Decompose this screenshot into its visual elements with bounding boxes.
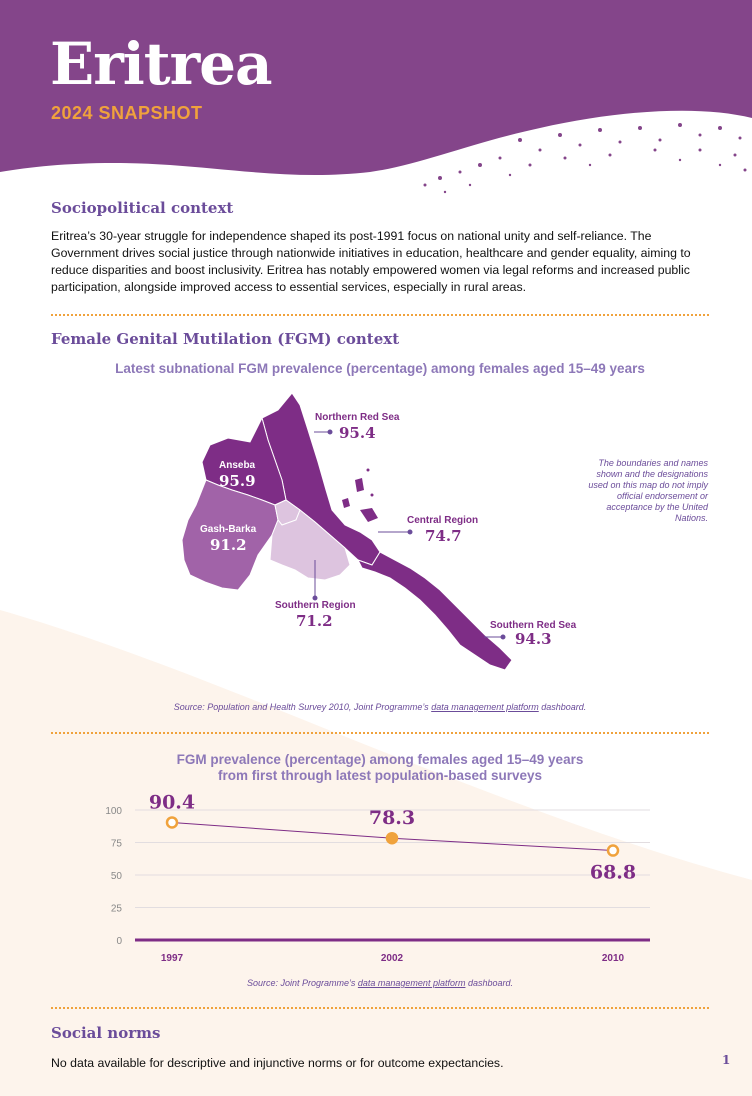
map-source-prefix: Source: Population and Health Survey 201… [173,702,432,712]
y-tick-label: 50 [111,871,123,882]
map-islands [342,468,378,522]
cream-background-wave [0,610,752,1096]
map-region-southern [269,509,351,581]
x-tick-label: 2010 [602,953,625,964]
region-name-central: Central Region [407,515,479,526]
social-norms-text: No data available for descriptive and in… [51,1056,504,1070]
map-disclaimer: The boundaries and names shown and the d… [588,458,708,523]
region-value-central: 74.7 [425,527,462,545]
region-name-northern-red-sea: Northern Red Sea [315,412,400,423]
trend-source-link[interactable]: data management platform [357,978,466,988]
map-source: Source: Population and Health Survey 201… [51,702,709,712]
trend-chart-title-line2: from first through latest population-bas… [217,768,543,783]
map-source-suffix: dashboard. [538,702,587,712]
trend-source: Source: Joint Programme’s data managemen… [51,978,709,988]
social-norms-heading: Social norms [51,1024,161,1042]
trend-source-prefix: Source: Joint Programme’s [247,978,358,988]
region-name-gash-barka: Gash-Barka [200,524,257,535]
x-tick-label: 1997 [161,953,184,964]
page-title: Eritrea [50,30,273,98]
y-tick-label: 25 [111,904,123,915]
trend-chart-title: FGM prevalence (percentage) among female… [51,752,709,784]
data-point [606,844,620,857]
sociopolitical-heading: Sociopolitical context [51,199,234,217]
x-tick-label: 2002 [381,953,404,964]
y-tick-label: 0 [116,936,122,947]
region-value-anseba: 95.9 [219,472,256,490]
page-subtitle: 2024 SNAPSHOT [51,103,203,123]
region-value-gash-barka: 91.2 [210,536,247,554]
page-number: 1 [722,1053,731,1067]
region-name-southern-red-sea: Southern Red Sea [490,620,577,631]
region-value-northern-red-sea: 95.4 [339,424,376,442]
data-label: 78.3 [369,807,415,829]
fgm-context-heading: Female Genital Mutilation (FGM) context [51,330,400,348]
header-banner [0,0,752,175]
region-value-southern-red-sea: 94.3 [515,630,552,648]
header-speckle-texture [423,123,747,194]
map-callouts [312,429,506,640]
section-divider [51,1007,709,1009]
map-title: Latest subnational FGM prevalence (perce… [115,361,645,376]
section-divider [51,732,709,734]
data-label: 90.4 [149,791,195,813]
section-divider [51,314,709,316]
region-name-anseba: Anseba [219,460,256,471]
sociopolitical-text: Eritrea’s 30-year struggle for independe… [51,229,691,294]
region-value-southern: 71.2 [296,612,333,630]
region-name-southern: Southern Region [275,600,356,611]
data-point [385,831,399,845]
y-tick-label: 100 [105,806,122,817]
trend-source-suffix: dashboard. [465,978,513,988]
y-tick-label: 75 [111,839,123,850]
data-label: 68.8 [590,862,636,884]
map-region-gash-barka [181,479,279,591]
data-point [165,816,179,829]
trend-chart-title-line1: FGM prevalence (percentage) among female… [176,752,584,767]
map-source-link[interactable]: data management platform [431,702,539,712]
map-region-southern-red-sea [356,551,513,671]
